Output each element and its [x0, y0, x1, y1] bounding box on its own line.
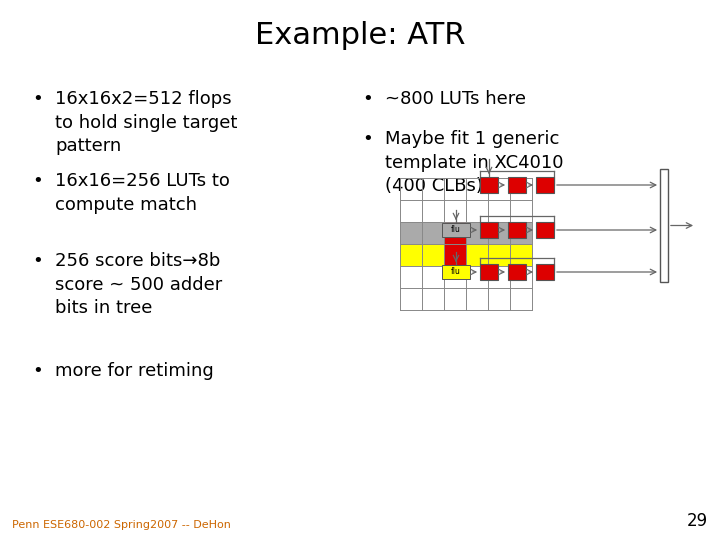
Bar: [508, 177, 526, 193]
Bar: [480, 222, 498, 238]
Text: •: •: [32, 362, 43, 380]
Bar: [536, 222, 554, 238]
Text: Penn ESE680-002 Spring2007 -- DeHon: Penn ESE680-002 Spring2007 -- DeHon: [12, 520, 231, 530]
Bar: [444, 222, 466, 266]
Text: more for retiming: more for retiming: [55, 362, 214, 380]
Text: •: •: [363, 130, 374, 148]
Text: ~800 LUTs here: ~800 LUTs here: [385, 90, 526, 108]
Text: 16x16=256 LUTs to
compute match: 16x16=256 LUTs to compute match: [55, 172, 230, 214]
Bar: [508, 222, 526, 238]
Text: flu: flu: [451, 267, 461, 276]
Bar: [442, 223, 470, 237]
Text: •: •: [32, 172, 43, 190]
Text: 256 score bits→8b
score ~ 500 adder
bits in tree: 256 score bits→8b score ~ 500 adder bits…: [55, 252, 222, 317]
Bar: [442, 265, 470, 279]
Text: •: •: [363, 90, 374, 108]
Bar: [660, 169, 668, 282]
Bar: [480, 177, 498, 193]
Text: Example: ATR: Example: ATR: [255, 21, 465, 50]
Bar: [508, 264, 526, 280]
Bar: [536, 264, 554, 280]
Text: Maybe fit 1 generic
template in XC4010
(400 CLBs)?: Maybe fit 1 generic template in XC4010 (…: [385, 130, 564, 195]
Text: flu: flu: [451, 226, 461, 234]
Bar: [400, 222, 532, 244]
Bar: [400, 244, 532, 266]
Text: •: •: [32, 252, 43, 270]
Text: 29: 29: [687, 512, 708, 530]
Text: 16x16x2=512 flops
to hold single target
pattern: 16x16x2=512 flops to hold single target …: [55, 90, 238, 155]
Bar: [480, 264, 498, 280]
Bar: [536, 177, 554, 193]
Text: •: •: [32, 90, 43, 108]
